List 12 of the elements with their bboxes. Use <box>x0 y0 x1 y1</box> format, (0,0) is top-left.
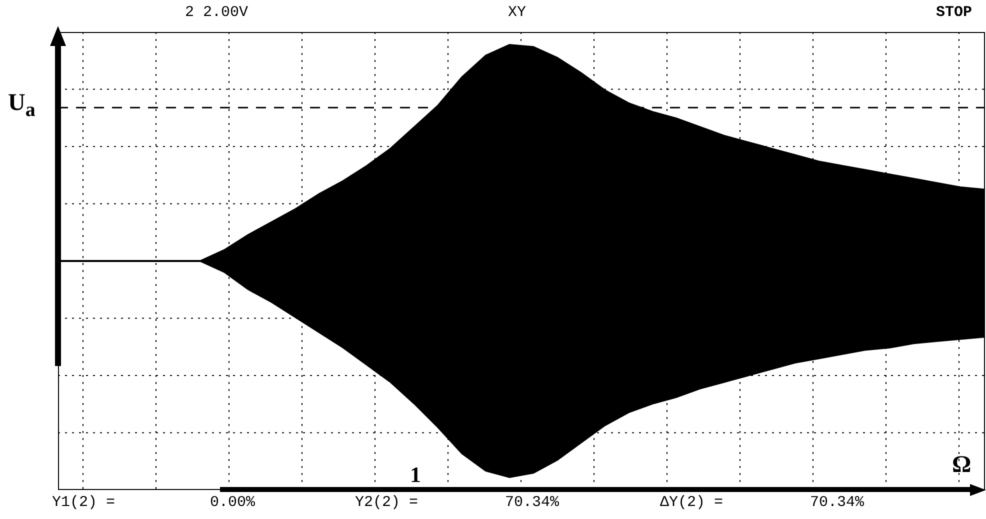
text: XY <box>508 4 526 22</box>
text: ΔY(2) = <box>660 494 724 512</box>
text: 2 2.00V <box>185 4 248 22</box>
y-axis-title: U$_{a}$ <box>8 90 36 122</box>
x-axis-title: Ω <box>952 452 972 479</box>
text: STOP <box>936 4 972 22</box>
text: 70.34% <box>505 494 560 512</box>
annotation: 1 <box>410 462 421 488</box>
text: Y2(2) = <box>355 494 418 512</box>
text: 70.34% <box>810 494 864 512</box>
text: Y1(2) = <box>52 494 116 512</box>
text: 0.00% <box>210 494 256 512</box>
